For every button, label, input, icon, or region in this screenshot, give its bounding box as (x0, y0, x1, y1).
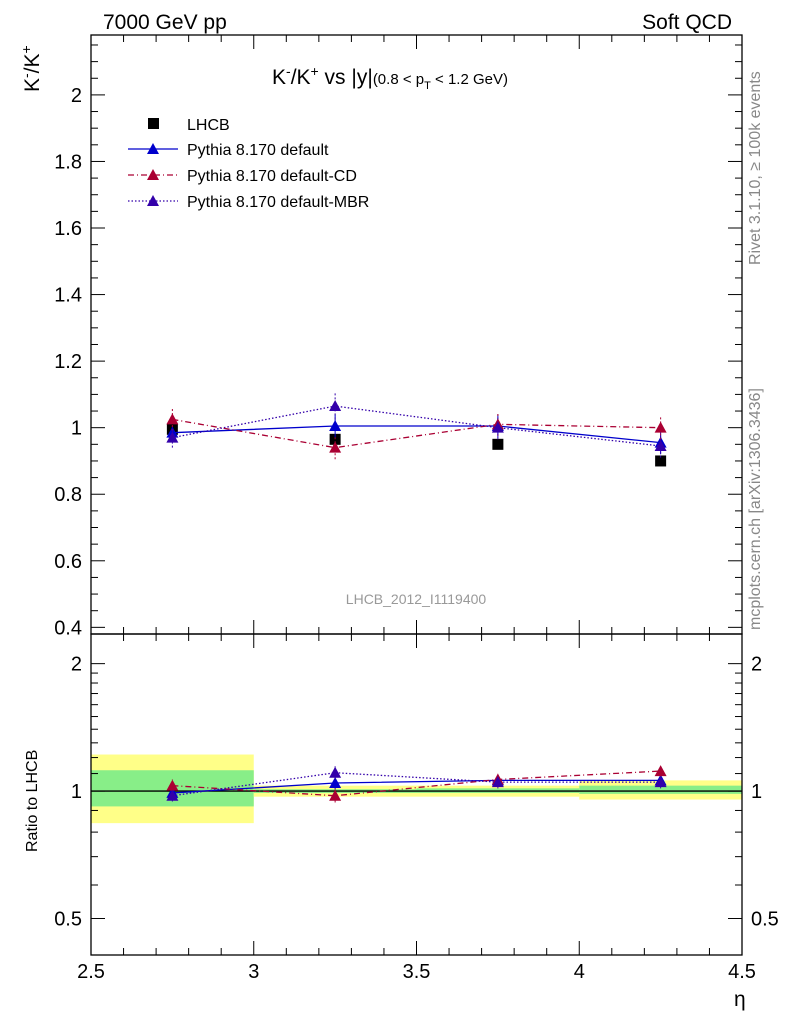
legend-marker-lhcb (148, 118, 159, 129)
main-point-mbr (654, 439, 667, 451)
legend-label-cd: Pythia 8.170 default-CD (187, 168, 357, 185)
main-y-label: K-/K+ (18, 45, 44, 92)
ratio-band-inner (579, 785, 742, 794)
chart-title: K-/K+ vs |y|(0.8 < pT < 1.2 GeV) (272, 63, 508, 92)
legend-label-lhcb: LHCB (187, 117, 230, 134)
main-point-cd (166, 413, 179, 425)
x-axis-label: η (734, 988, 746, 1011)
main-line-cd (172, 418, 661, 449)
ratio-point-mbr (654, 776, 667, 788)
main-point-data (492, 438, 504, 450)
rivet-label: Rivet 3.1.10, ≥ 100k events (747, 71, 764, 265)
main-point-cd (329, 441, 342, 453)
legend: LHCB Pythia 8.170 default Pythia 8.170 d… (128, 117, 369, 211)
ratio-point-cd (654, 765, 667, 777)
ratio-point-default (329, 776, 342, 788)
main-ytick-label: 1 (71, 418, 82, 440)
main-ytick-label: 2 (71, 85, 82, 107)
main-point-mbr (491, 421, 504, 433)
x-tick-label: 3.5 (403, 961, 431, 983)
x-tick-label: 4 (574, 961, 585, 983)
legend-marker-mbr (147, 195, 159, 206)
ratio-ytick-label-right: 0.5 (751, 909, 779, 931)
main-point-mbr (329, 400, 342, 412)
main-panel: 0.4 0.6 0.8 1 1.2 1.4 1.6 1.8 2 (54, 34, 743, 639)
watermark: LHCB_2012_I1119400 (346, 591, 487, 607)
ratio-ytick-label: 1 (71, 781, 82, 803)
ratio-point-cd (166, 779, 179, 791)
ratio-panel: 0.5 0.5 1 1 2 2 2.5 3 3.5 4 4.5 (54, 633, 779, 983)
main-ytick-label: 1.8 (54, 151, 82, 173)
ratio-ytick-label-right: 1 (751, 781, 762, 803)
ratio-point-cd (329, 789, 342, 801)
main-point-data (329, 433, 341, 445)
main-ytick-label: 0.6 (54, 551, 82, 573)
main-point-default (329, 420, 342, 432)
ratio-ytick-label: 2 (71, 654, 82, 676)
legend-label-default: Pythia 8.170 default (187, 142, 329, 159)
ratio-point-mbr (166, 789, 179, 801)
ratio-point-mbr (491, 776, 504, 788)
main-ytick-label: 0.4 (54, 617, 82, 639)
ratio-line-cd (172, 770, 661, 797)
ratio-y-label: Ratio to LHCB (24, 750, 41, 852)
header-right: Soft QCD (642, 11, 732, 34)
legend-marker-cd (147, 169, 159, 180)
header-left: 7000 GeV pp (103, 11, 227, 34)
ratio-ytick-label-right: 2 (751, 654, 762, 676)
main-ytick-label: 0.8 (54, 484, 82, 506)
ratio-line-mbr (172, 772, 661, 797)
x-tick-label: 2.5 (77, 961, 105, 983)
main-point-data (655, 455, 667, 467)
legend-label-mbr: Pythia 8.170 default-MBR (187, 194, 369, 211)
main-ytick-label: 1.2 (54, 351, 82, 373)
legend-marker-default (147, 143, 159, 154)
ratio-point-mbr (329, 766, 342, 778)
ratio-line-default (172, 779, 661, 794)
main-line-default (172, 425, 661, 444)
x-tick-label: 4.5 (728, 961, 756, 983)
x-tick-label: 3 (248, 961, 259, 983)
ratio-ytick-label: 0.5 (54, 909, 82, 931)
mcplots-label: mcplots.cern.ch [arXiv:1306.3436] (747, 388, 764, 630)
main-ytick-label: 1.4 (54, 285, 82, 307)
main-point-mbr (166, 431, 179, 443)
main-ytick-label: 1.6 (54, 218, 82, 240)
main-point-cd (654, 421, 667, 433)
